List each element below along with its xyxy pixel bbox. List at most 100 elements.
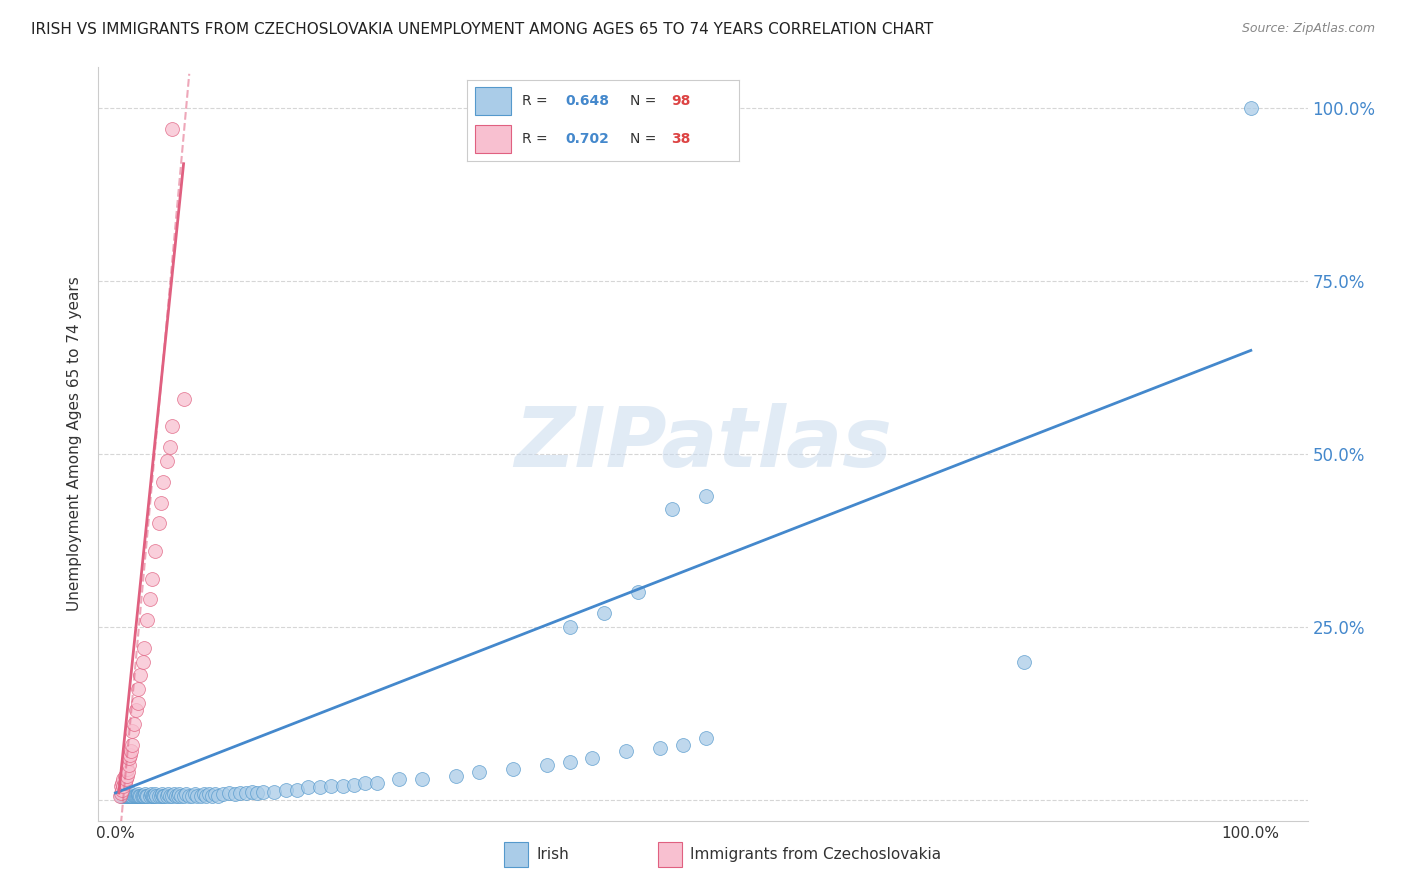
Point [212, 788, 235, 802]
Point [165, 789, 187, 804]
Point [125, 703, 148, 717]
Point [1240, 102, 1263, 116]
Point [121, 789, 143, 804]
Point [695, 731, 717, 745]
Point [558, 755, 581, 769]
Point [115, 788, 138, 802]
Point [115, 789, 138, 804]
Point [141, 789, 163, 804]
Point [139, 788, 162, 802]
Point [343, 778, 366, 792]
Point [558, 620, 581, 634]
Point [160, 789, 183, 804]
Point [131, 789, 153, 804]
Point [366, 775, 388, 789]
Point [112, 779, 135, 793]
Point [193, 788, 215, 802]
Point [614, 744, 637, 758]
Point [581, 751, 603, 765]
Point [143, 788, 166, 802]
Point [229, 786, 252, 800]
Point [143, 544, 166, 558]
Point [155, 789, 177, 804]
Point [127, 682, 149, 697]
Point [195, 789, 218, 804]
Point [120, 789, 142, 804]
Point [197, 788, 219, 802]
Point [125, 789, 148, 804]
Point [122, 789, 145, 804]
Point [153, 789, 176, 804]
Point [129, 668, 152, 682]
Point [354, 775, 377, 789]
Point [124, 789, 146, 804]
Point [150, 788, 173, 802]
Point [179, 789, 201, 804]
Point [536, 758, 558, 772]
Point [114, 772, 136, 786]
Point [332, 779, 354, 793]
Point [118, 758, 141, 772]
Point [112, 789, 135, 804]
Point [173, 392, 195, 406]
Point [235, 786, 257, 800]
Point [160, 419, 183, 434]
Point [163, 788, 186, 802]
Point [411, 772, 433, 786]
Point [224, 788, 246, 802]
Point [173, 789, 195, 804]
Point [145, 789, 167, 804]
Point [121, 723, 143, 738]
Point [114, 769, 136, 783]
Point [190, 789, 212, 804]
Text: ZIPatlas: ZIPatlas [515, 403, 891, 484]
Point [240, 784, 263, 798]
Point [148, 789, 170, 804]
Text: Immigrants from Czechoslovakia: Immigrants from Czechoslovakia [690, 847, 942, 862]
Point [152, 475, 174, 489]
Point [297, 780, 319, 795]
Point [111, 775, 134, 789]
Text: Source: ZipAtlas.com: Source: ZipAtlas.com [1241, 22, 1375, 36]
Point [131, 789, 153, 804]
Y-axis label: Unemployment Among Ages 65 to 74 years: Unemployment Among Ages 65 to 74 years [67, 277, 83, 611]
Point [155, 454, 177, 468]
Point [650, 741, 672, 756]
Point [127, 696, 149, 710]
Point [152, 789, 174, 804]
Point [110, 779, 132, 793]
Point [148, 516, 170, 531]
Point [201, 789, 224, 804]
Point [502, 762, 524, 776]
Point [204, 788, 226, 802]
Point [186, 789, 208, 804]
Text: Irish: Irish [537, 847, 569, 862]
Point [592, 606, 614, 620]
Point [114, 789, 136, 804]
Point [174, 788, 197, 802]
Point [117, 765, 139, 780]
Point [115, 769, 138, 783]
Point [112, 772, 135, 786]
Point [110, 789, 132, 804]
Point [695, 489, 717, 503]
Point [308, 780, 330, 795]
Point [136, 613, 159, 627]
Point [129, 789, 152, 804]
Point [672, 738, 695, 752]
Point [132, 789, 155, 804]
Point [127, 788, 149, 802]
Point [156, 788, 179, 802]
Point [138, 592, 160, 607]
Point [661, 502, 683, 516]
Point [121, 738, 143, 752]
Point [135, 789, 157, 804]
Point [128, 789, 150, 804]
Point [167, 789, 190, 804]
Point [159, 789, 181, 804]
Point [274, 782, 297, 797]
Point [114, 789, 136, 804]
Point [159, 440, 181, 454]
Point [160, 122, 183, 136]
Point [218, 786, 240, 800]
